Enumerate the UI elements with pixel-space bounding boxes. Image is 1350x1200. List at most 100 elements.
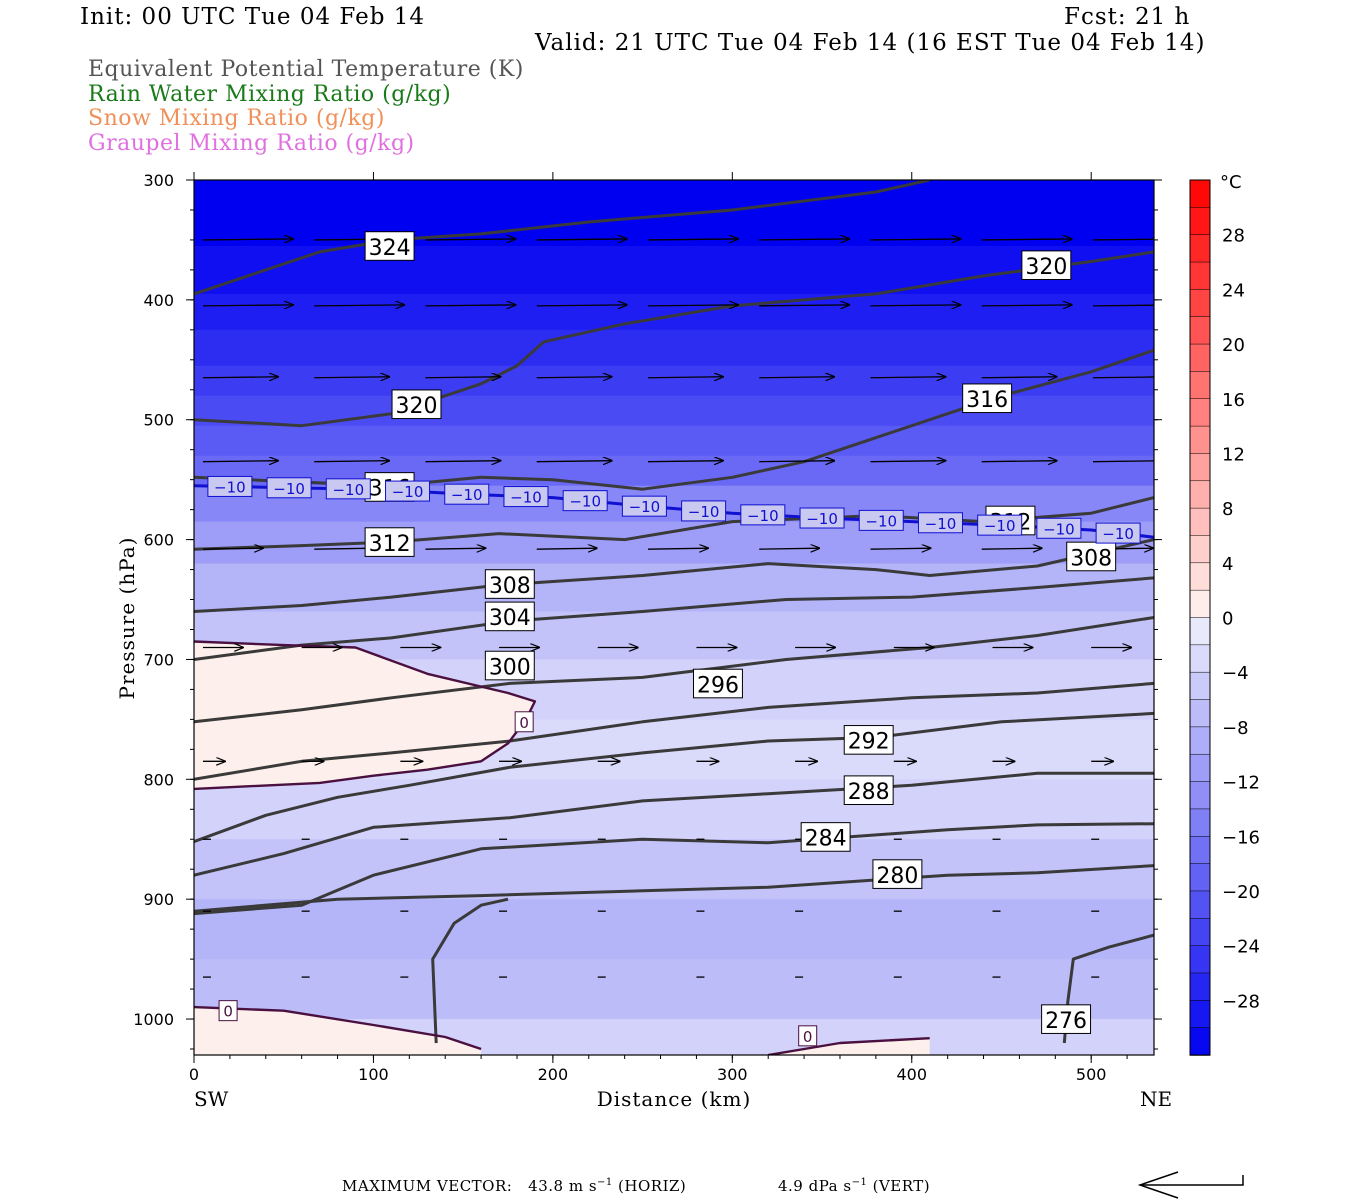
temperature-band (194, 959, 1154, 1020)
svg-text:0: 0 (803, 1028, 813, 1046)
colorbar-swatch (1189, 480, 1211, 509)
theta-e-label: 300 (484, 650, 535, 681)
x-tick-label: 0 (189, 1065, 199, 1084)
x-tick-label: 300 (717, 1065, 748, 1084)
theta-e-contour-line (431, 897, 509, 1044)
wind-vector (759, 239, 849, 240)
wind-vector (202, 305, 293, 306)
theta-e-contour-line (194, 576, 1154, 661)
colorbar-label: 0 (1222, 609, 1233, 630)
warm-region (194, 641, 535, 1055)
y-tick-label: 700 (143, 650, 174, 669)
svg-text:320: 320 (1025, 255, 1067, 280)
temperature-contour-line (768, 1037, 930, 1055)
svg-text:−10: −10 (214, 478, 246, 496)
wind-vector (314, 305, 404, 306)
colorbar-label: 20 (1222, 335, 1245, 356)
colorbar-swatch (1189, 371, 1211, 400)
colorbar-swatch (1189, 562, 1211, 591)
colorbar-label: 4 (1222, 554, 1233, 575)
colorbar-swatch (1189, 671, 1211, 701)
max-vector-label: MAXIMUM VECTOR: 43.8 m s−1 (HORIZ) (342, 1177, 687, 1195)
forecast-hour: Fcst: 21 h (1064, 4, 1191, 30)
colorbar-swatch (1189, 617, 1211, 646)
temperature-band (194, 779, 1154, 840)
x-tick-label: 200 (538, 1065, 569, 1084)
svg-text:−10: −10 (925, 515, 957, 533)
colorbar-swatch (1189, 781, 1211, 810)
theta-e-label: 312 (364, 527, 415, 557)
legend-theta-e: Equivalent Potential Temperature (K) (88, 57, 524, 82)
colorbar-swatch (1189, 890, 1211, 920)
colorbar-swatch (1189, 343, 1211, 373)
wind-vector (870, 461, 945, 462)
axes: 300 400 500 600 700 800 900 1000 0 100 200 300 400 50… (115, 171, 1172, 1111)
colorbar-swatch (1189, 1027, 1211, 1056)
colorbar-unit: °C (1220, 172, 1242, 193)
wind-vector (202, 377, 278, 378)
colorbar-swatch (1189, 453, 1211, 482)
colorbar-swatch (1189, 179, 1211, 209)
theta-e-contours (194, 180, 1154, 1044)
temperature-band (194, 425, 1154, 457)
theta-e-label: 304 (484, 601, 535, 631)
wind-vector (1092, 238, 1154, 241)
colorbar-swatch (1189, 261, 1211, 291)
temperature-contour-label: −10 (325, 478, 371, 500)
wind-vector (202, 239, 293, 240)
theta-e-contour-line (194, 864, 1154, 913)
colorbar-label: −8 (1222, 718, 1249, 739)
colorbar-label: 12 (1222, 444, 1245, 465)
wind-vector (981, 239, 1072, 240)
wind-vector (647, 305, 738, 306)
max-vector-arrow (1137, 1171, 1244, 1199)
theta-e-label: 320 (1021, 250, 1072, 280)
temperature-contour-label: −10 (1036, 517, 1082, 539)
colorbar-swatch (1189, 535, 1211, 564)
svg-text:288: 288 (848, 780, 890, 805)
colorbar-swatch (1189, 289, 1211, 318)
colorbar-swatch (1189, 207, 1211, 236)
wind-vector (425, 239, 515, 240)
temperature-fill (194, 180, 1154, 1055)
x-axis-right-end: NE (1140, 1087, 1172, 1111)
wind-vector (1092, 460, 1154, 463)
temperature-contour-label: 0 (798, 1025, 818, 1047)
theta-e-contour-line (194, 616, 1154, 724)
temperature-contour-label: −10 (799, 507, 845, 529)
theta-e-label: 308 (1066, 541, 1117, 572)
temperature-contour-label: −10 (1095, 522, 1141, 544)
wind-vector (647, 461, 723, 462)
colorbar-label: 24 (1222, 280, 1245, 301)
theta-e-label: 276 (1041, 1004, 1092, 1034)
x-tick-label: 400 (896, 1065, 927, 1084)
colorbar-swatch (1189, 972, 1211, 1002)
colorbar-swatch (1189, 945, 1211, 974)
wind-vector (981, 548, 1042, 549)
temperature-contour-label: −10 (681, 500, 727, 522)
temperature-contour-label: −10 (977, 514, 1023, 536)
colorbar-swatch (1189, 836, 1211, 865)
temperature-contour-label: 0 (514, 711, 534, 733)
x-axis-label: Distance (km) (597, 1087, 752, 1111)
wind-vector (425, 548, 485, 549)
wind-vector (870, 239, 960, 240)
svg-text:−10: −10 (865, 512, 897, 530)
colorbar-swatch (1189, 918, 1211, 947)
theta-e-label: 288 (843, 775, 894, 806)
svg-text:−10: −10 (569, 493, 601, 511)
colorbar-swatch (1189, 726, 1211, 755)
theta-e-label: 284 (800, 822, 851, 852)
svg-text:−10: −10 (510, 489, 542, 507)
wind-vector (425, 305, 515, 306)
colorbar-swatch (1189, 1000, 1211, 1029)
wind-vector (536, 377, 612, 378)
theta-e-label: 324 (364, 231, 415, 261)
x-axis-left-end: SW (194, 1087, 229, 1111)
svg-text:−10: −10 (1102, 525, 1134, 543)
colorbar-label: −20 (1222, 882, 1260, 903)
wind-vector (981, 461, 1057, 462)
colorbar-swatch (1189, 398, 1211, 427)
colorbar-swatch (1189, 589, 1211, 619)
theta-e-contour-line (194, 681, 1154, 781)
